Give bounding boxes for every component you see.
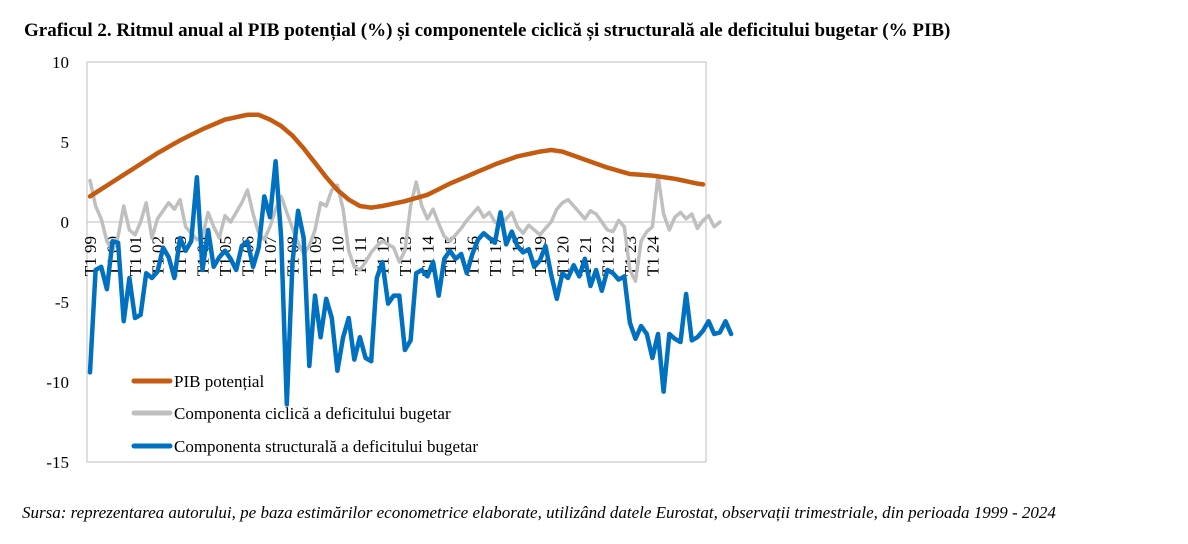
x-tick-label: T1 20 xyxy=(553,236,572,276)
x-tick-label: T1 99 xyxy=(81,236,100,276)
series-layer xyxy=(87,112,734,407)
legend-label-structural: Componenta structurală a deficitului bug… xyxy=(174,437,478,456)
legend-label-pib: PIB potențial xyxy=(174,372,264,391)
y-axis-ticks: 10 5 0 -5 -10 -15 xyxy=(46,53,69,472)
series-line-structural xyxy=(87,158,734,407)
x-tick-label: T1 10 xyxy=(328,236,347,276)
y-tick-label: 10 xyxy=(52,53,69,72)
x-tick-label: T1 18 xyxy=(508,236,527,276)
x-tick-label: T1 17 xyxy=(486,236,505,277)
x-axis-ticks: T1 99 T1 00 T1 01 T1 02 T1 03 T1 04 T1 05 T1 06… xyxy=(81,236,662,277)
legend-item-cyclical: Componenta ciclică a deficitului bugetar xyxy=(131,404,451,423)
x-tick-label: T1 01 xyxy=(126,236,145,276)
y-tick-label: -10 xyxy=(46,373,69,392)
x-tick-label: T1 05 xyxy=(216,236,235,276)
legend: PIB potențial Componenta ciclică a defic… xyxy=(131,372,478,456)
y-tick-label: -15 xyxy=(46,453,69,472)
x-tick-label: T1 15 xyxy=(441,236,460,276)
y-tick-label: -5 xyxy=(55,293,69,312)
source-note: Sursa: reprezentarea autorului, pe baza … xyxy=(22,503,1056,522)
legend-item-pib: PIB potențial xyxy=(131,372,264,391)
y-tick-label: 5 xyxy=(61,133,70,152)
x-tick-label: T1 09 xyxy=(306,236,325,276)
chart-title: Graficul 2. Ritmul anual al PIB potenția… xyxy=(24,20,951,41)
legend-label-cyclical: Componenta ciclică a deficitului bugetar xyxy=(174,404,451,423)
plot-area xyxy=(86,61,707,463)
y-tick-label: 0 xyxy=(61,213,70,232)
legend-item-structural: Componenta structurală a deficitului bug… xyxy=(131,437,478,456)
x-tick-label: T1 13 xyxy=(396,236,415,276)
x-tick-label: T1 22 xyxy=(598,236,617,276)
x-tick-label: T1 07 xyxy=(261,236,280,277)
series-line-cyclical xyxy=(88,173,722,283)
series-line-pib xyxy=(87,112,706,210)
x-tick-label: T1 24 xyxy=(643,236,662,277)
